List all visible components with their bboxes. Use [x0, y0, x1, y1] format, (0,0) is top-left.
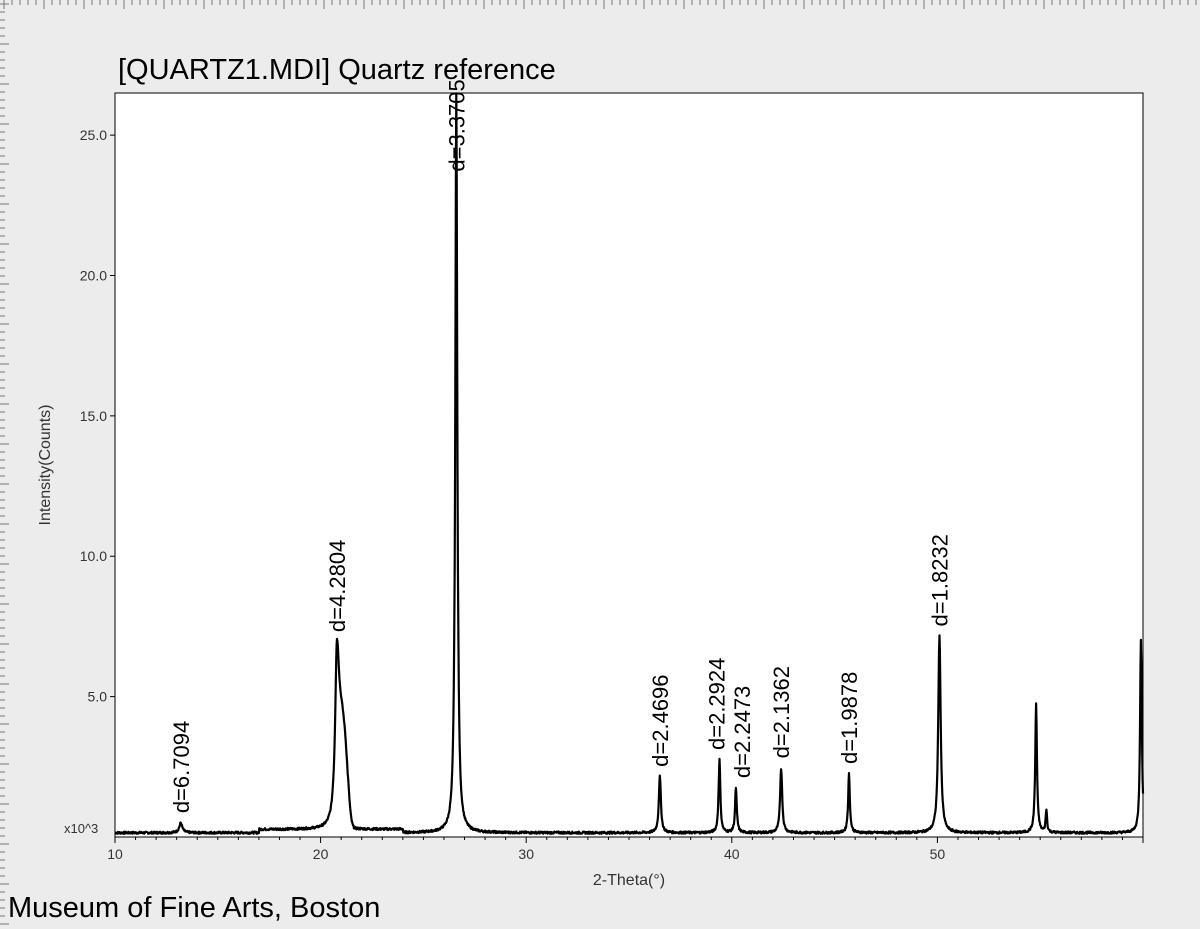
left-ruler [0, 3, 9, 925]
peak-label: d=1.9878 [837, 672, 862, 764]
y-tick-label: 15.0 [80, 408, 107, 424]
x-tick-label: 30 [518, 846, 534, 862]
x-axis-ticks: 10 20 30 40 50 [107, 837, 1144, 862]
peak-label: d=2.2924 [704, 658, 729, 750]
y-tick-label: 10.0 [80, 548, 107, 564]
x-axis-label: 2-Theta(°) [593, 872, 665, 889]
chart-title: [QUARTZ1.MDI] Quartz reference [118, 54, 556, 86]
x-tick-label: 40 [724, 846, 740, 862]
top-ruler [3, 0, 1197, 9]
plot-area [114, 92, 1144, 838]
x-tick-label: 20 [313, 846, 329, 862]
y-tick-label: 20.0 [80, 267, 107, 283]
peak-label: d=1.8232 [927, 534, 952, 626]
peak-label: d=2.1362 [769, 666, 794, 758]
peak-labels: d=6.7094 d=4.2804 d=3.3705 d=2.4696 d=2.2924… [169, 79, 953, 813]
peak-label: d=6.7094 [169, 721, 194, 813]
y-multiplier-label: x10^3 [64, 821, 98, 836]
peak-label: d=2.4696 [648, 674, 673, 766]
peak-label: d=4.2804 [325, 540, 350, 632]
y-tick-label: 25.0 [80, 127, 107, 143]
y-tick-label: 5.0 [88, 689, 108, 705]
museum-credit: Museum of Fine Arts, Boston [8, 892, 381, 924]
peak-label: d=2.2473 [730, 686, 755, 778]
x-tick-label: 10 [107, 846, 123, 862]
y-axis-label: Intensity(Counts) [37, 405, 54, 526]
spectrum-line [114, 92, 1145, 835]
peak-label: d=3.3705 [444, 79, 469, 171]
x-tick-label: 50 [930, 846, 946, 862]
y-axis-ticks: 5.0 10.0 15.0 20.0 25.0 [80, 127, 115, 705]
